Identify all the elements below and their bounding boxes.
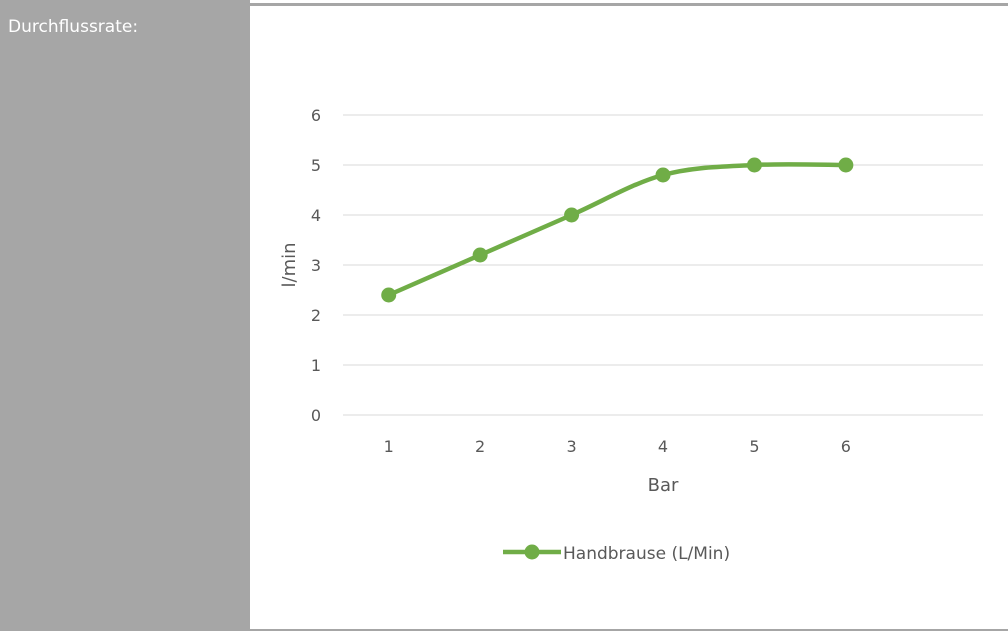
top-divider xyxy=(250,3,1008,6)
line-chart: 0 1 2 3 4 5 6 1 2 3 4 5 6 Bar l/min Handbrause (L/Min) xyxy=(279,106,983,564)
y-tick-label: 5 xyxy=(311,156,321,175)
y-axis-title: l/min xyxy=(279,242,300,287)
y-tick-label: 1 xyxy=(311,356,321,375)
data-point xyxy=(746,157,762,173)
data-point xyxy=(564,207,580,223)
data-point xyxy=(838,157,854,173)
x-axis-title: Bar xyxy=(648,475,679,496)
legend-point-marker xyxy=(524,544,540,560)
data-point xyxy=(655,167,671,183)
side-panel: Durchflussrate: xyxy=(0,0,250,631)
x-tick-label: 2 xyxy=(475,437,485,456)
x-tick-label: 6 xyxy=(841,437,851,456)
x-tick-label: 1 xyxy=(384,437,394,456)
x-tick-label: 3 xyxy=(566,437,576,456)
y-tick-label: 3 xyxy=(311,256,321,275)
y-tick-label: 2 xyxy=(311,306,321,325)
data-point xyxy=(381,287,397,303)
x-tick-label: 5 xyxy=(749,437,759,456)
y-tick-label: 6 xyxy=(311,106,321,125)
chart-area: 0 1 2 3 4 5 6 1 2 3 4 5 6 Bar l/min Handbrause (L/Min) xyxy=(250,0,1008,631)
x-tick-label: 4 xyxy=(658,437,668,456)
y-tick-label: 0 xyxy=(311,406,321,425)
legend-label: Handbrause (L/Min) xyxy=(563,544,730,564)
bottom-divider xyxy=(250,629,1008,631)
y-tick-label: 4 xyxy=(311,206,321,225)
side-panel-label: Durchflussrate: xyxy=(8,17,139,37)
data-point xyxy=(472,247,488,263)
series-line xyxy=(386,162,849,298)
